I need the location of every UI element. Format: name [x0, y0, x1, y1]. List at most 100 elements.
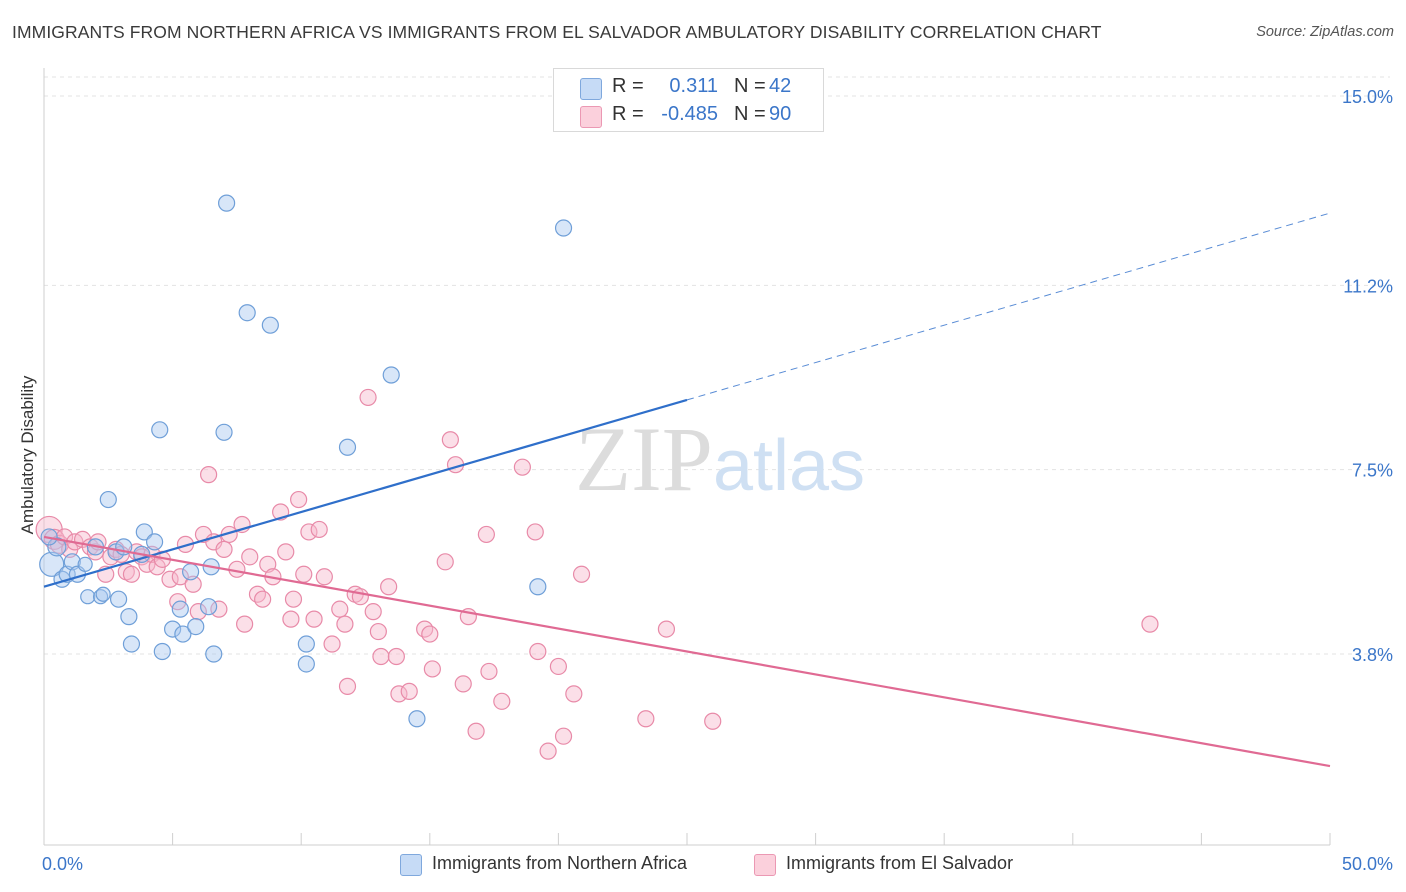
el-salvador-point: [454, 675, 472, 693]
northern-africa-point: [408, 710, 426, 728]
series-legend: Immigrants from Northern Africa Immigran…: [0, 850, 1406, 878]
el-salvador-point: [704, 712, 722, 730]
watermark-atlas: atlas: [713, 426, 865, 506]
el-salvador-point: [637, 710, 655, 728]
el-salvador-point: [282, 610, 300, 628]
series-swatch-pink: [754, 854, 776, 876]
northern-africa-point: [80, 589, 96, 605]
el-salvador-point: [300, 523, 318, 541]
northern-africa-point: [39, 551, 65, 577]
el-salvador-point: [336, 615, 354, 633]
northern-africa-point: [338, 438, 357, 456]
el-salvador-point: [241, 548, 259, 566]
northern-africa-point: [554, 219, 573, 237]
legend-swatch-blue: [580, 78, 602, 100]
el-salvador-point: [369, 622, 387, 641]
el-salvador-point: [215, 540, 233, 558]
northern-africa-point: [145, 533, 164, 551]
el-salvador-point: [359, 388, 377, 407]
northern-africa-point: [218, 194, 236, 212]
el-salvador-point: [310, 520, 328, 539]
legend-n-label: N =: [734, 75, 766, 97]
y-tick-label: 15.0%: [1342, 87, 1393, 107]
northern-africa-point: [151, 421, 169, 439]
el-salvador-point: [467, 722, 485, 740]
el-salvador-point: [572, 565, 591, 583]
northern-africa-point: [382, 366, 400, 384]
el-salvador-point: [331, 600, 349, 618]
el-salvador-point: [236, 615, 254, 633]
el-salvador-point: [565, 685, 583, 703]
el-salvador-point: [351, 588, 369, 606]
northern-africa-point: [529, 578, 547, 596]
x-tick-label: 50.0%: [1342, 854, 1393, 874]
legend-r-value: -0.485: [661, 103, 718, 125]
el-salvador-point: [189, 603, 207, 621]
watermark: ZIPatlas: [575, 408, 865, 510]
northern-africa-point: [174, 625, 192, 643]
el-salvador-point: [387, 647, 405, 666]
watermark-zip: ZIP: [575, 408, 713, 510]
northern-africa-point: [95, 586, 111, 602]
legend-r-label: R =: [612, 75, 644, 97]
northern-africa-point: [122, 635, 141, 653]
el-salvador-point: [423, 660, 441, 678]
el-salvador-point: [200, 466, 218, 484]
el-salvador-point: [493, 692, 511, 710]
legend-r-label: R =: [612, 103, 644, 125]
northern-africa-point: [109, 590, 128, 608]
series-legend-label: Immigrants from Northern Africa: [432, 853, 688, 873]
series-legend-label: Immigrants from El Salvador: [786, 853, 1014, 873]
legend-r-value: 0.311: [669, 75, 718, 97]
el-salvador-point: [1141, 615, 1159, 633]
northern-africa-point: [182, 563, 200, 581]
el-salvador-point: [161, 570, 179, 588]
el-salvador-point: [421, 625, 439, 643]
el-salvador-point: [549, 657, 568, 676]
series-swatch-blue: [400, 854, 422, 876]
legend-row-northern-africa: R = 0.311 N = 42: [554, 73, 823, 101]
legend-n-value: 42: [769, 75, 792, 97]
northern-africa-point: [187, 617, 205, 636]
el-salvador-point: [290, 490, 308, 509]
el-salvador-point: [380, 578, 398, 596]
el-salvador-point: [315, 568, 333, 586]
el-salvador-point: [416, 620, 434, 638]
northern-africa-point: [297, 655, 315, 673]
el-salvador-point: [513, 458, 531, 476]
el-salvador-point: [372, 647, 390, 666]
el-salvador-point: [171, 568, 189, 586]
el-salvador-trend-line: [43, 535, 1331, 768]
legend-row-el-salvador: R = -0.485 N = 90: [554, 101, 823, 129]
el-salvador-point: [323, 635, 341, 653]
el-salvador-point: [122, 565, 141, 583]
legend-swatch-pink: [580, 106, 602, 128]
chart-source: Source: ZipAtlas.com: [1256, 24, 1394, 40]
northern-africa-point: [297, 635, 315, 653]
northern-africa-trend-extension: [686, 212, 1331, 401]
el-salvador-point: [210, 600, 228, 618]
el-salvador-point: [277, 543, 295, 561]
northern-africa-point: [164, 620, 182, 638]
el-salvador-point: [284, 590, 303, 608]
el-salvador-point: [364, 603, 382, 621]
northern-africa-point: [135, 523, 153, 541]
trend-lines: [43, 212, 1331, 768]
northern-africa-point: [205, 645, 223, 663]
el-salvador-point: [441, 431, 459, 449]
northern-africa-point: [99, 490, 117, 509]
northern-africa-points: [39, 194, 573, 728]
northern-africa-point: [77, 556, 93, 572]
northern-africa-point: [215, 423, 233, 441]
axes: [43, 68, 1331, 846]
y-tick-label: 11.2%: [1343, 276, 1393, 296]
el-salvador-point: [390, 685, 408, 703]
chart-title: IMMIGRANTS FROM NORTHERN AFRICA VS IMMIG…: [12, 22, 1102, 42]
northern-africa-point: [153, 642, 171, 661]
y-axis-label: Ambulatory Disability: [18, 375, 37, 535]
el-salvador-point: [529, 642, 547, 661]
el-salvador-point: [338, 677, 357, 695]
legend-n-value: 90: [769, 103, 792, 125]
el-salvador-point: [254, 590, 272, 608]
